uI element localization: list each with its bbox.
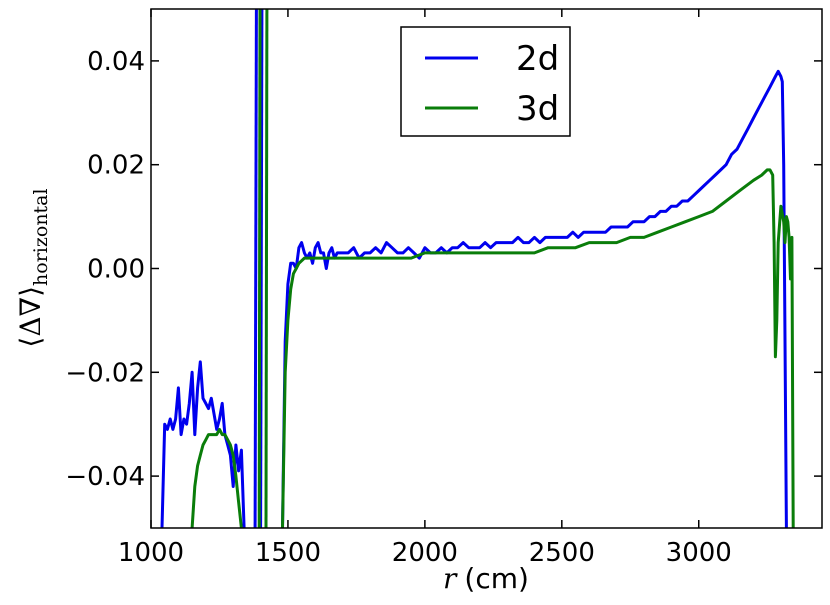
x-axis-variable: r <box>443 562 458 595</box>
series-2d-line-segment-2 <box>253 9 258 528</box>
y-tick-label: 0.04 <box>87 47 145 77</box>
y-tick-label: −0.02 <box>65 358 145 388</box>
x-tick-label: 1500 <box>255 538 321 568</box>
x-tick-label: 3000 <box>666 538 732 568</box>
series-2d-line-segment-1 <box>160 360 246 528</box>
legend-box <box>400 26 571 137</box>
x-axis-label: r (cm) <box>443 562 529 595</box>
y-axis-label: ⟨Δ∇⟩horizontal <box>14 188 52 347</box>
legend-2d-label: 2d <box>516 39 559 79</box>
series-3d-line-segment-4 <box>281 168 795 528</box>
y-tick-label: −0.04 <box>65 462 145 492</box>
y-tick-label: 0.02 <box>87 151 145 181</box>
x-tick-label: 2500 <box>529 538 595 568</box>
x-axis-unit: (cm) <box>464 562 529 595</box>
series-2d-line-segment-4 <box>281 69 788 528</box>
series-layer <box>160 9 795 528</box>
y-axis-main: ⟨Δ∇⟩ <box>14 286 47 348</box>
x-tick-label: 2000 <box>392 538 458 568</box>
x-tick-label: 1000 <box>118 538 184 568</box>
y-axis-ticks: −0.04 −0.02 0.00 0.02 0.04 <box>65 47 822 492</box>
x-axis-ticks: 1000 1500 2000 2500 3000 <box>118 9 732 568</box>
y-tick-label: 0.00 <box>87 255 145 285</box>
series-3d-line-segment-2 <box>257 9 262 528</box>
legend-3d-label: 3d <box>516 89 559 129</box>
series-3d-line-segment-1 <box>190 427 243 528</box>
series-3d-line-segment-3 <box>264 9 269 528</box>
y-axis-subscript: horizontal <box>30 188 52 286</box>
legend: 2d 3d <box>400 26 571 137</box>
